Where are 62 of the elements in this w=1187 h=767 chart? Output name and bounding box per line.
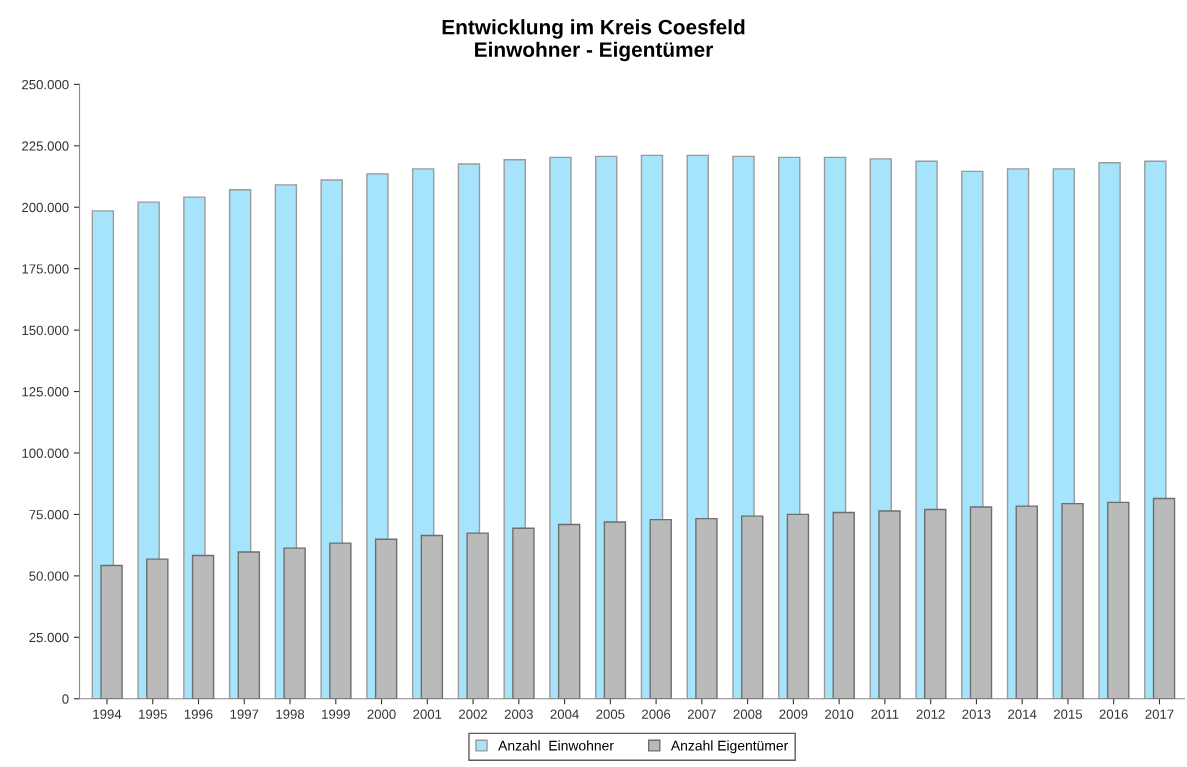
- x-tick-label: 1995: [139, 709, 167, 719]
- bar: [1107, 501, 1130, 699]
- y-tick-label: 50.000: [29, 571, 69, 581]
- x-tick-label: 1994: [93, 709, 122, 719]
- x-tick-label: 2003: [504, 709, 533, 719]
- bar: [329, 542, 352, 699]
- y-tick-label: 200.000: [22, 202, 69, 213]
- x-tick-label: 1997: [230, 709, 259, 719]
- x-tick-label: 1996: [184, 709, 213, 719]
- bar: [557, 523, 581, 699]
- x-tick-label: 2011: [871, 709, 899, 719]
- x-tick-label: 2008: [733, 709, 762, 719]
- y-tick-label: 125.000: [22, 387, 69, 397]
- legend-label: Anzahl Eigentümer: [670, 740, 789, 754]
- y-tick-label: 225.000: [22, 141, 69, 151]
- x-tick-label: 2007: [687, 709, 716, 719]
- x-tick-label: 2013: [962, 709, 991, 719]
- bar: [146, 558, 169, 699]
- bar: [237, 551, 261, 699]
- bar: [1152, 497, 1176, 699]
- bar: [924, 508, 947, 699]
- y-tick-label: 250.000: [22, 79, 69, 90]
- y-tick-label: 150.000: [22, 325, 69, 336]
- bar: [420, 534, 444, 699]
- x-tick-label: 2010: [825, 709, 854, 719]
- bar: [283, 547, 306, 699]
- y-tick-label: 0: [62, 694, 69, 704]
- x-tick-label: 2006: [642, 709, 671, 719]
- bar: [878, 510, 901, 699]
- x-tick-label: 2009: [779, 709, 808, 719]
- x-tick-label: 2014: [1008, 709, 1037, 719]
- x-tick-label: 2002: [459, 709, 488, 719]
- y-tick-label: 25.000: [29, 632, 69, 643]
- bar: [1061, 502, 1084, 699]
- bar: [969, 506, 993, 699]
- bar: [1015, 505, 1038, 699]
- x-tick-label: 2012: [916, 709, 945, 719]
- bar: [512, 527, 535, 699]
- x-tick-label: 2004: [550, 709, 579, 719]
- bar: [466, 532, 489, 699]
- bar: [100, 564, 123, 699]
- bar: [786, 513, 810, 699]
- bar: [740, 515, 764, 699]
- bar: [832, 511, 855, 699]
- bar: [191, 554, 215, 699]
- x-tick-label: 2005: [596, 709, 625, 719]
- x-tick-label: 2016: [1099, 709, 1128, 719]
- bar: [695, 517, 718, 699]
- x-tick-label: 2015: [1053, 709, 1083, 719]
- x-tick-label: 1999: [322, 709, 350, 719]
- bar: [649, 518, 672, 699]
- legend-label: Anzahl Einwohner: [498, 740, 614, 751]
- y-tick-label: 175.000: [22, 264, 69, 274]
- x-tick-label: 2017: [1145, 709, 1174, 719]
- x-tick-label: 2000: [367, 709, 396, 719]
- bar: [374, 538, 398, 699]
- chart-title: Entwicklung im Kreis Coesfeld Einwohner - Eigentümer: [442, 19, 745, 62]
- x-tick-label: 2001: [413, 709, 442, 719]
- y-tick-label: 100.000: [22, 448, 69, 458]
- x-tick-label: 1998: [276, 709, 305, 719]
- bar: [603, 521, 627, 699]
- y-tick-label: 75.000: [29, 509, 69, 520]
